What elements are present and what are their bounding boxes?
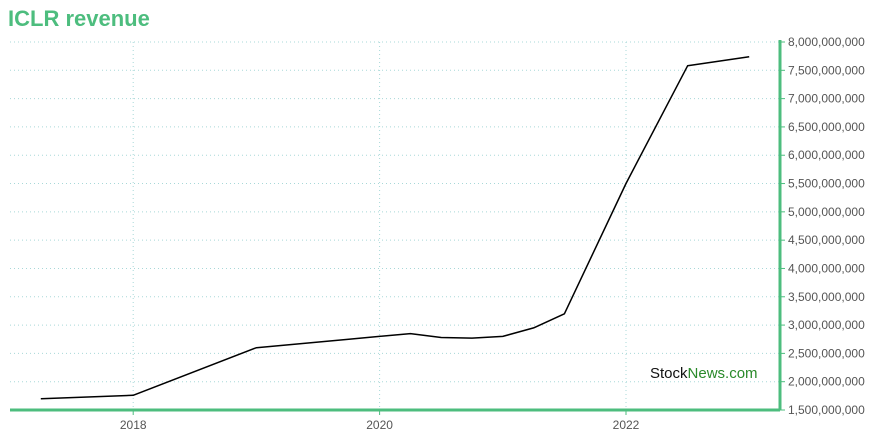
y-tick-label: 8,000,000,000 bbox=[788, 35, 865, 49]
y-tick-label: 6,000,000,000 bbox=[788, 148, 865, 162]
y-tick-labels: 1,500,000,000 2,000,000,000 2,500,000,000 3… bbox=[788, 35, 865, 417]
y-tick-label: 6,500,000,000 bbox=[788, 120, 865, 134]
series-line bbox=[40, 55, 750, 400]
watermark-part-1: Stock bbox=[650, 365, 688, 382]
watermark-part-2: News.com bbox=[687, 365, 758, 382]
y-tick-label: 2,000,000,000 bbox=[788, 375, 865, 389]
x-tick-label: 2020 bbox=[366, 418, 393, 432]
y-tick-label: 7,000,000,000 bbox=[788, 92, 865, 106]
y-tick-label: 4,000,000,000 bbox=[788, 261, 865, 275]
axes bbox=[10, 40, 785, 415]
y-tick-label: 3,000,000,000 bbox=[788, 318, 865, 332]
y-tick-label: 1,500,000,000 bbox=[788, 403, 865, 417]
y-tick-label: 5,500,000,000 bbox=[788, 177, 865, 191]
x-tick-label: 2018 bbox=[120, 418, 147, 432]
y-tick-label: 4,500,000,000 bbox=[788, 233, 865, 247]
grid-lines bbox=[10, 41, 780, 411]
y-tick-label: 7,500,000,000 bbox=[788, 63, 865, 77]
chart-title: ICLR revenue bbox=[8, 6, 150, 31]
x-tick-labels: 2018 2020 2022 bbox=[120, 418, 640, 432]
x-tick-label: 2022 bbox=[613, 418, 640, 432]
watermark-logo: StockNews.com bbox=[650, 365, 758, 382]
y-tick-label: 3,500,000,000 bbox=[788, 290, 865, 304]
series-group bbox=[40, 55, 750, 400]
y-tick-label: 5,000,000,000 bbox=[788, 205, 865, 219]
y-tick-label: 2,500,000,000 bbox=[788, 346, 865, 360]
